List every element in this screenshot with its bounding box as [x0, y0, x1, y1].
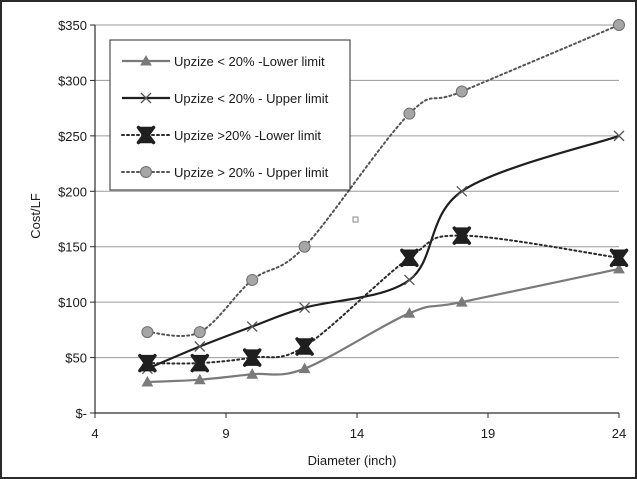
- data-point-series-4-18: [455, 85, 468, 98]
- legend-label-2: Upzize < 20% - Upper limit: [174, 91, 329, 106]
- data-point-series-1-16: [403, 307, 416, 318]
- x-tick-label: 9: [222, 426, 229, 441]
- legend-marker-1: [140, 54, 152, 66]
- legend-label-1: Upzize < 20% -Lower limit: [174, 54, 325, 69]
- legend-marker-3-outline: [136, 125, 156, 145]
- series-3: [138, 226, 629, 373]
- y-tick-label: $100: [58, 295, 87, 310]
- data-point-series-4-24: [613, 19, 625, 31]
- series: [138, 19, 629, 387]
- data-point-series-3-12-outline: [295, 337, 314, 356]
- data-point-series-3-18-outline: [452, 226, 472, 245]
- data-point-series-4-8: [193, 326, 206, 339]
- data-point-series-1-8: [193, 373, 206, 385]
- y-tick-label: $150: [58, 240, 87, 255]
- legend-label-3: Upzize >20% -Lower limit: [174, 128, 321, 143]
- x-tick-label: 4: [91, 426, 98, 441]
- stray-square-mark: [352, 216, 359, 223]
- x-tick-label: 24: [612, 426, 626, 441]
- y-tick-label: $350: [58, 18, 87, 33]
- stray-marks: [352, 216, 359, 223]
- data-point-series-4-10: [246, 273, 259, 286]
- y-tick-label: $-: [75, 406, 87, 421]
- data-point-series-3-6-outline: [138, 353, 157, 373]
- data-point-series-2-16: [403, 274, 415, 286]
- axes: $- $50 $100 $150 $200 $250 $300 $350 4 9 14 19 24: [58, 18, 626, 441]
- y-tick-label: $200: [58, 184, 87, 199]
- series-4: [141, 19, 625, 339]
- y-tick-label: $250: [58, 129, 87, 144]
- data-point-series-1-6: [141, 375, 154, 387]
- x-tick-label: 14: [350, 426, 364, 441]
- data-point-series-1-24: [613, 262, 625, 274]
- series-1: [141, 262, 625, 387]
- data-point-series-4-12: [298, 240, 311, 253]
- data-point-series-2-10: [246, 321, 258, 332]
- series-line-1: [147, 267, 620, 384]
- data-point-series-1-18: [455, 296, 468, 307]
- data-point-series-2-24: [613, 130, 625, 142]
- data-point-series-3-8-outline: [190, 353, 210, 373]
- data-point-series-2-18: [456, 185, 468, 197]
- legend: Upzize < 20% -Lower limit Upzize < 20% - …: [109, 39, 351, 191]
- data-point-series-1-12: [298, 362, 311, 374]
- x-tick-label: 19: [481, 426, 495, 441]
- data-point-series-4-16: [403, 107, 416, 120]
- data-point-series-3-10-outline: [242, 348, 262, 367]
- data-point-series-3-24-outline: [609, 248, 629, 268]
- series-line-4: [146, 24, 620, 337]
- x-axis-title: Diameter (inch): [308, 453, 397, 468]
- legend-marker-2: [140, 92, 152, 104]
- legend-label-4: Upzize > 20% - Upper limit: [174, 165, 329, 180]
- series-line-2: [146, 134, 620, 370]
- series-line-3: [146, 234, 620, 365]
- y-axis-title: Cost/LF: [28, 193, 43, 239]
- y-tick-label: $300: [58, 73, 87, 88]
- data-point-series-2-8: [194, 341, 206, 352]
- data-point-series-1-10: [246, 368, 259, 379]
- y-tick-label: $50: [65, 351, 87, 366]
- data-point-series-4-6: [141, 326, 154, 339]
- data-point-series-2-12: [299, 302, 311, 314]
- data-point-series-3-16-outline: [400, 248, 419, 268]
- legend-marker-4: [140, 166, 152, 178]
